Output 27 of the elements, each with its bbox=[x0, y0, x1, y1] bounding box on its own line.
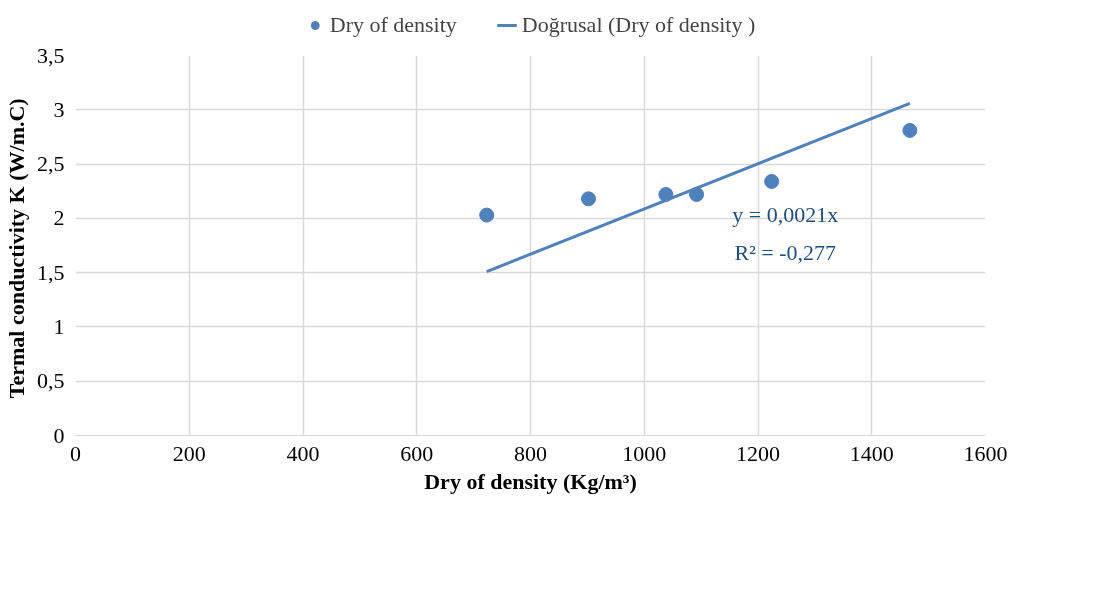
x-tick-label: 1600 bbox=[963, 440, 1008, 466]
x-tick-label: 200 bbox=[172, 440, 206, 466]
y-tick-label: 0 bbox=[53, 422, 65, 448]
x-tick-label: 800 bbox=[514, 440, 547, 466]
annotation: y = 0,0021x bbox=[732, 201, 839, 227]
x-tick-label: 600 bbox=[400, 440, 434, 466]
x-tick-label: 1200 bbox=[736, 440, 780, 466]
legend-label: Dry of density bbox=[329, 12, 457, 38]
y-tick-label: 0,5 bbox=[37, 368, 65, 394]
x-axis-title: Dry of density (Kg/m³) bbox=[424, 468, 637, 494]
point bbox=[479, 207, 495, 223]
y-tick-label: 2 bbox=[53, 205, 65, 231]
annotation: R² = -0,277 bbox=[734, 239, 837, 265]
point bbox=[764, 173, 780, 189]
x-tick-label: 1400 bbox=[849, 440, 894, 466]
y-tick-label: 1 bbox=[53, 313, 65, 339]
x-tick-label: 1000 bbox=[622, 440, 667, 466]
y-axis-title: Termal conductivity K (W/m.C) bbox=[4, 98, 29, 399]
y-tick-label: 3,5 bbox=[37, 42, 65, 68]
x-tick-label: 400 bbox=[286, 440, 320, 466]
y-tick-label: 3 bbox=[53, 96, 65, 122]
y-tick-label: 1,5 bbox=[37, 259, 65, 285]
point bbox=[902, 122, 918, 138]
y-tick-label: 2,5 bbox=[37, 151, 65, 177]
x-tick-label: 0 bbox=[70, 440, 81, 466]
legend-label: Doğrusal (Dry of density ) bbox=[521, 12, 756, 38]
point bbox=[581, 191, 597, 207]
